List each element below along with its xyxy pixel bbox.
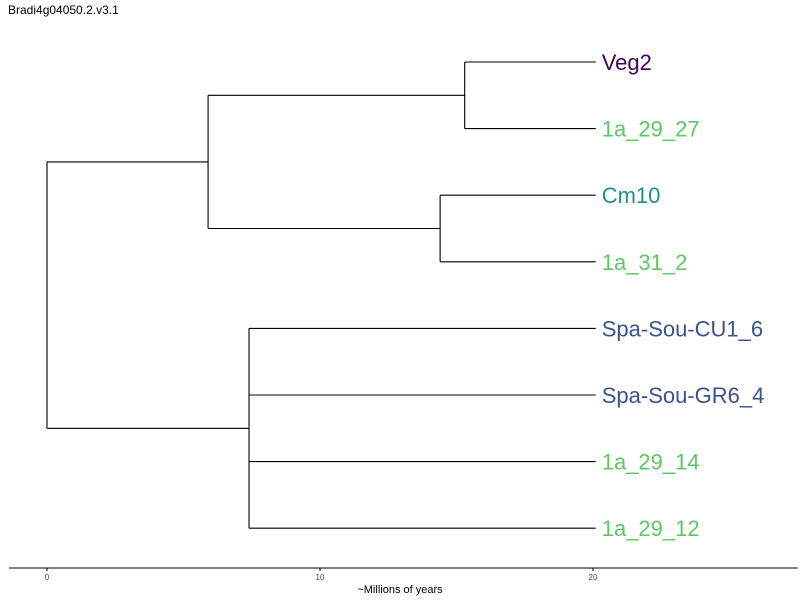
axis-tick-label: 0	[45, 573, 50, 582]
axis-tick-label: 10	[316, 573, 325, 582]
tree-branches	[46, 61, 596, 529]
leaf-label: 1a_29_27	[602, 117, 700, 142]
leaf-label: Spa-Sou-GR6_4	[602, 383, 765, 408]
leaf-label: Veg2	[602, 50, 652, 75]
leaf-label: Cm10	[602, 183, 661, 208]
figure-title: Bradi4g04050.2.v3.1	[8, 3, 119, 17]
axis-label: ~Millions of years	[357, 584, 443, 596]
leaf-label: 1a_29_14	[602, 450, 700, 475]
axis-ticks: 0 10 20	[45, 568, 598, 582]
time-axis: 0 10 20 ~Millions of years	[8, 567, 798, 596]
leaf-label: 1a_31_2	[602, 250, 688, 275]
axis-tick-label: 20	[589, 573, 598, 582]
leaf-label: Spa-Sou-CU1_6	[602, 316, 763, 341]
leaf-labels: Veg2 1a_29_27 Cm10 1a_31_2 Spa-Sou-CU1_6 Spa-…	[602, 50, 765, 541]
leaf-label: 1a_29_12	[602, 516, 700, 541]
